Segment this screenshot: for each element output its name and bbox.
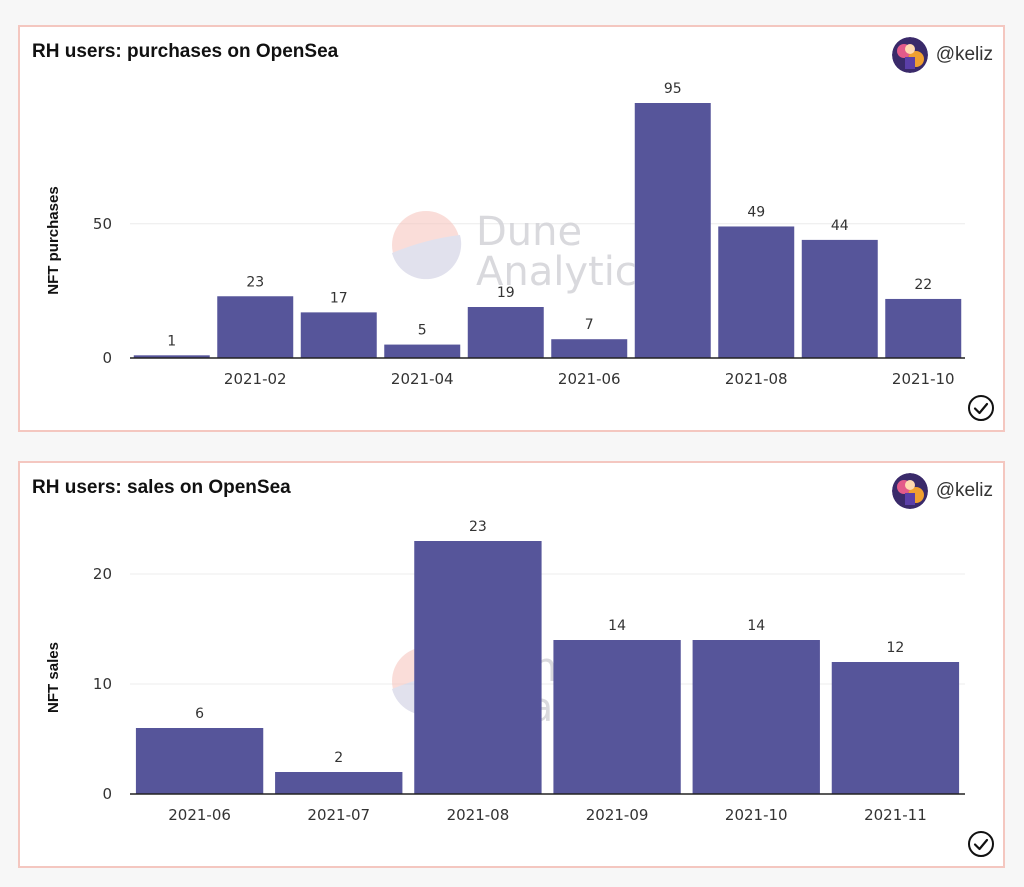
y-tick-label: 10 <box>93 675 112 693</box>
x-tick-label: 2021-08 <box>725 370 788 388</box>
watermark-line2: Analytics <box>476 249 658 295</box>
y-axis-label: NFT sales <box>45 642 62 713</box>
x-tick-label: 2021-06 <box>558 370 621 388</box>
data-label: 49 <box>747 204 765 220</box>
x-tick-label: 2021-11 <box>864 806 927 824</box>
author-name[interactable]: @keliz <box>935 480 993 501</box>
data-label: 5 <box>418 323 427 339</box>
sales-chart-panel: 01020DuneAnalytics62231414122021-062021-… <box>18 461 1005 868</box>
watermark-circle-bottom <box>392 235 462 280</box>
data-label: 19 <box>497 285 515 301</box>
data-label: 6 <box>195 706 204 722</box>
bar <box>885 298 962 358</box>
x-tick-label: 2021-04 <box>391 370 454 388</box>
bar <box>718 226 795 358</box>
purchases-chart-panel: 0 50 Dune Analytics 1 23 17 5 19 7 95 49 44 22 2021-02… <box>18 25 1005 432</box>
check-icon[interactable] <box>967 830 995 858</box>
y-tick-label: 0 <box>102 785 112 803</box>
data-label: 2 <box>334 750 343 766</box>
bar <box>414 541 542 794</box>
bar <box>801 239 878 358</box>
bar <box>551 339 628 358</box>
x-tick-label: 2021-07 <box>307 806 370 824</box>
data-label: 12 <box>887 640 905 656</box>
avatar[interactable] <box>891 37 928 73</box>
data-label: 14 <box>747 618 765 634</box>
author-badge[interactable]: @keliz <box>891 37 993 73</box>
data-label: 23 <box>469 519 487 535</box>
author-name[interactable]: @keliz <box>935 44 993 65</box>
data-label: 14 <box>608 618 626 634</box>
data-label: 7 <box>585 317 594 333</box>
x-tick-label: 2021-06 <box>168 806 231 824</box>
author-badge[interactable]: @keliz <box>891 473 993 509</box>
y-axis-label: NFT purchases <box>45 186 62 294</box>
chart-title: RH users: purchases on OpenSea <box>32 41 339 62</box>
x-tick-label: 2021-10 <box>725 806 788 824</box>
bar <box>275 772 403 794</box>
watermark-line1: Dune <box>476 209 582 255</box>
data-label: 44 <box>831 218 849 234</box>
data-label: 1 <box>167 333 176 349</box>
data-label: 23 <box>246 274 264 290</box>
x-tick-label: 2021-08 <box>447 806 510 824</box>
bar <box>217 296 294 358</box>
chart-title: RH users: sales on OpenSea <box>32 477 291 498</box>
y-tick-label: 20 <box>93 565 112 583</box>
bar <box>133 355 210 358</box>
sales-chart: 01020DuneAnalytics62231414122021-062021-… <box>45 519 965 824</box>
dune-watermark-logo <box>392 211 462 280</box>
bar <box>384 344 461 358</box>
check-icon[interactable] <box>967 394 995 422</box>
bar <box>135 728 264 794</box>
bar <box>467 307 544 358</box>
data-label: 17 <box>330 290 348 306</box>
bar <box>831 662 960 794</box>
bar <box>300 312 377 358</box>
x-tick-label: 2021-10 <box>892 370 955 388</box>
data-label: 22 <box>914 277 932 293</box>
y-tick-label: 50 <box>93 215 112 233</box>
y-tick-label: 0 <box>102 349 112 367</box>
x-tick-label: 2021-09 <box>586 806 649 824</box>
bar <box>692 640 820 794</box>
avatar[interactable] <box>891 473 928 509</box>
data-label: 95 <box>664 81 682 97</box>
bar <box>553 640 681 794</box>
bar <box>634 103 711 358</box>
x-tick-label: 2021-02 <box>224 370 287 388</box>
